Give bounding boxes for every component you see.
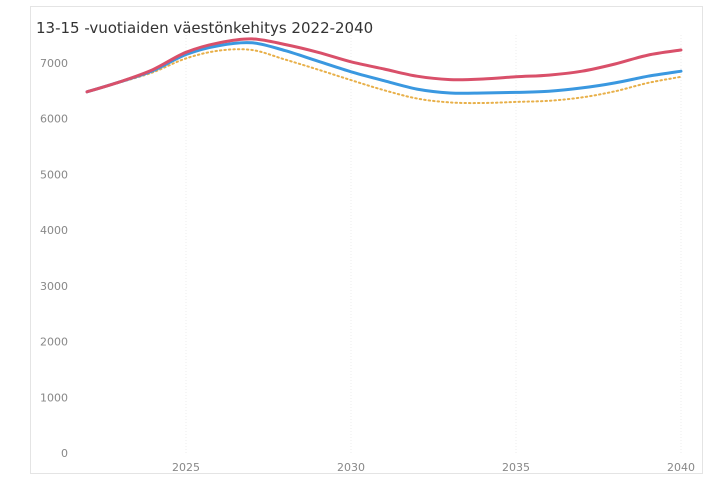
y-tick-label: 0 (61, 447, 68, 460)
series-line-1 (85, 37, 683, 94)
y-tick-label: 7000 (40, 57, 68, 70)
chart-title: 13-15 -vuotiaiden väestönkehitys 2022-20… (36, 19, 374, 37)
x-tick-label: 2035 (502, 461, 530, 474)
y-tick-label: 5000 (40, 168, 68, 181)
y-tick-label: 6000 (40, 113, 68, 126)
series-line-2 (85, 41, 683, 95)
y-tick-label: 4000 (40, 224, 68, 237)
x-tick-label: 2025 (172, 461, 200, 474)
x-tick-label: 2040 (667, 461, 695, 474)
y-tick-label: 3000 (40, 280, 68, 293)
series-line-3 (86, 48, 682, 105)
x-tick-label: 2030 (337, 461, 365, 474)
y-tick-label: 2000 (40, 336, 68, 349)
y-tick-label: 1000 (40, 391, 68, 404)
chart-frame (30, 6, 703, 474)
